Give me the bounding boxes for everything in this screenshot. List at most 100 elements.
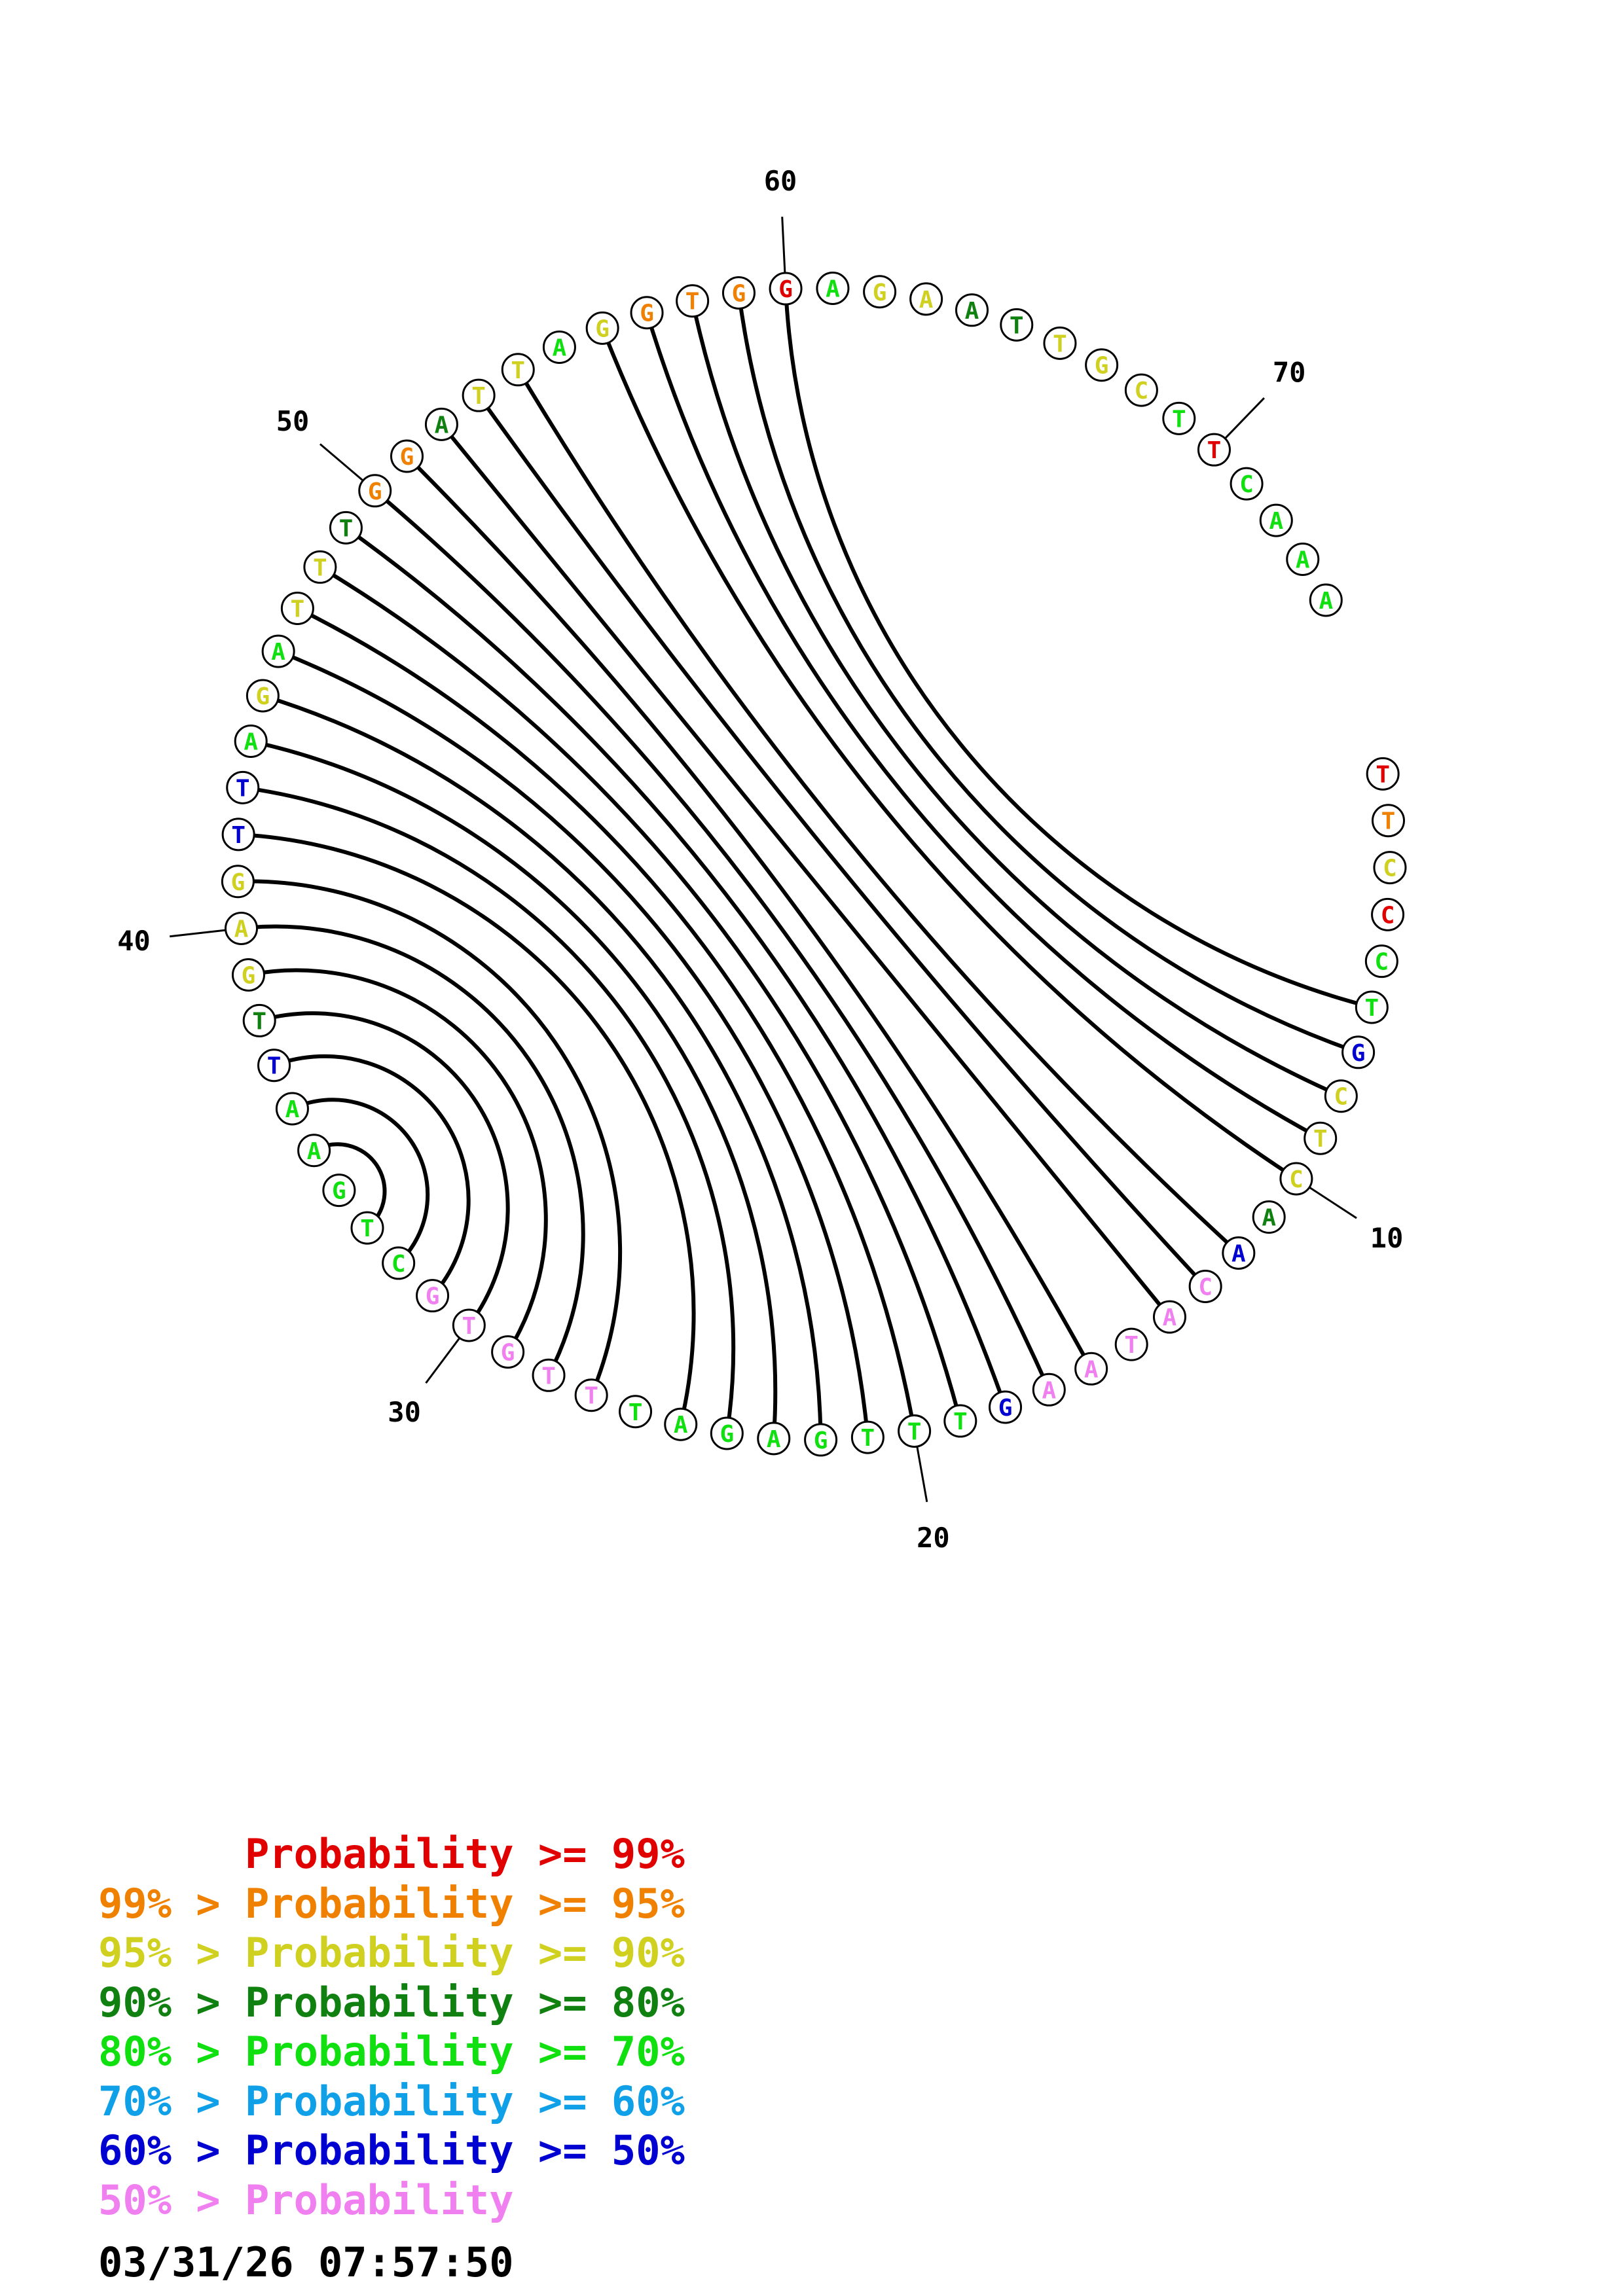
base-node: T	[221, 817, 255, 852]
legend-row: 90% > Probability >= 80%	[98, 1978, 685, 2028]
pair-arc	[784, 288, 1373, 1009]
base-node: G	[246, 679, 280, 713]
base-letter: C	[1334, 1084, 1349, 1111]
pair-arc	[259, 1011, 510, 1327]
pair-arc	[440, 423, 1171, 1319]
base-node: A	[1259, 503, 1293, 537]
legend-prefix	[98, 1830, 245, 1878]
base-node: G	[221, 865, 255, 899]
base-node: C	[1279, 1162, 1313, 1196]
base-node: A	[1222, 1236, 1256, 1270]
base-letter: C	[392, 1251, 406, 1278]
number-label: 40	[117, 925, 151, 957]
base-node: A	[909, 282, 943, 316]
number-tick-line	[1224, 397, 1266, 439]
base-circle	[619, 1395, 653, 1429]
base-letter: A	[1296, 547, 1310, 573]
base-node: G	[804, 1423, 838, 1457]
base-node: G	[390, 439, 424, 473]
base-letter: T	[685, 289, 700, 315]
base-letter: A	[1042, 1377, 1056, 1404]
base-letter: T	[291, 596, 305, 622]
base-circle	[943, 1404, 977, 1438]
base-letter: T	[953, 1408, 968, 1435]
base-node: G	[358, 474, 392, 508]
base-circle	[532, 1358, 566, 1392]
base-letter: A	[435, 412, 449, 439]
base-node: T	[350, 1211, 384, 1245]
base-node: T	[462, 378, 496, 412]
base-letter: T	[1207, 437, 1222, 464]
pair-arc	[319, 565, 962, 1422]
number-label: 70	[1273, 357, 1306, 389]
base-letter: T	[462, 1313, 476, 1340]
pair-arc	[238, 832, 696, 1425]
base-letter: C	[1135, 378, 1149, 404]
base-letter: G	[998, 1395, 1013, 1422]
base-letter: G	[873, 279, 887, 306]
base-circle	[1114, 1327, 1148, 1361]
base-letter: T	[584, 1383, 598, 1410]
pair-arc	[313, 1142, 387, 1230]
base-circle	[585, 311, 619, 345]
base-node: T	[1162, 401, 1196, 435]
base-circle	[1371, 897, 1405, 931]
legend-row: 99% > Probability >= 95%	[98, 1879, 685, 1929]
base-circle	[989, 1390, 1023, 1424]
pair-arc	[516, 368, 1240, 1255]
base-letter: G	[231, 869, 246, 896]
base-node: G	[769, 272, 803, 306]
base-letter: A	[1269, 508, 1283, 535]
pair-arc	[242, 785, 736, 1434]
pair-arc	[250, 739, 778, 1439]
legend-row: Probability >= 99%	[98, 1829, 685, 1879]
base-node: A	[757, 1422, 791, 1456]
legend-prefix: 70% >	[98, 2077, 245, 2125]
base-circle	[1355, 990, 1389, 1024]
base-node: C	[1364, 944, 1398, 978]
base-node: T	[226, 770, 260, 804]
base-letter: A	[826, 276, 840, 302]
legend-prefix: 90% >	[98, 1978, 245, 2026]
pair-arc	[278, 649, 870, 1438]
base-circle	[462, 378, 496, 412]
pair-arc	[737, 293, 1359, 1054]
base-letter: A	[271, 639, 285, 666]
legend-text: Probability >= 99%	[244, 1830, 685, 1878]
number-ticks: 10 20 30 40 50 60 70	[117, 165, 1403, 1554]
base-circle	[257, 1049, 291, 1083]
base-letter: A	[553, 334, 567, 361]
base-letter: A	[919, 287, 934, 314]
base-node: A	[664, 1407, 698, 1441]
base-letter: T	[1053, 331, 1067, 357]
base-node: T	[1366, 757, 1400, 791]
base-circle	[1252, 1200, 1286, 1234]
base-circle	[1188, 1269, 1222, 1303]
base-letter: C	[1383, 855, 1397, 882]
base-circle	[1162, 401, 1196, 435]
pair-arc	[373, 489, 1051, 1391]
base-letter: T	[629, 1399, 643, 1426]
base-letter: A	[674, 1412, 688, 1439]
base-node: A	[1286, 542, 1320, 576]
base-node: T	[1114, 1327, 1148, 1361]
base-letter: G	[426, 1283, 440, 1310]
base-letter: A	[965, 298, 979, 325]
pair-arc	[241, 924, 585, 1376]
base-letter: C	[1381, 902, 1395, 929]
base-circle	[664, 1407, 698, 1441]
base-circle	[297, 1134, 331, 1168]
base-circle	[630, 296, 664, 330]
pair-arc	[645, 312, 1322, 1140]
base-circle	[863, 275, 897, 309]
legend-text: Probability >= 50%	[244, 2126, 685, 2174]
base-circle	[225, 911, 259, 945]
base-letter: C	[1289, 1166, 1304, 1193]
number-tick-line	[916, 1446, 928, 1503]
base-circle	[574, 1378, 608, 1412]
base-circle	[329, 511, 363, 545]
base-node: T	[1000, 308, 1034, 342]
base-letter: T	[511, 357, 525, 384]
base-letter: G	[1351, 1040, 1366, 1067]
legend-prefix: 99% >	[98, 1879, 245, 1928]
